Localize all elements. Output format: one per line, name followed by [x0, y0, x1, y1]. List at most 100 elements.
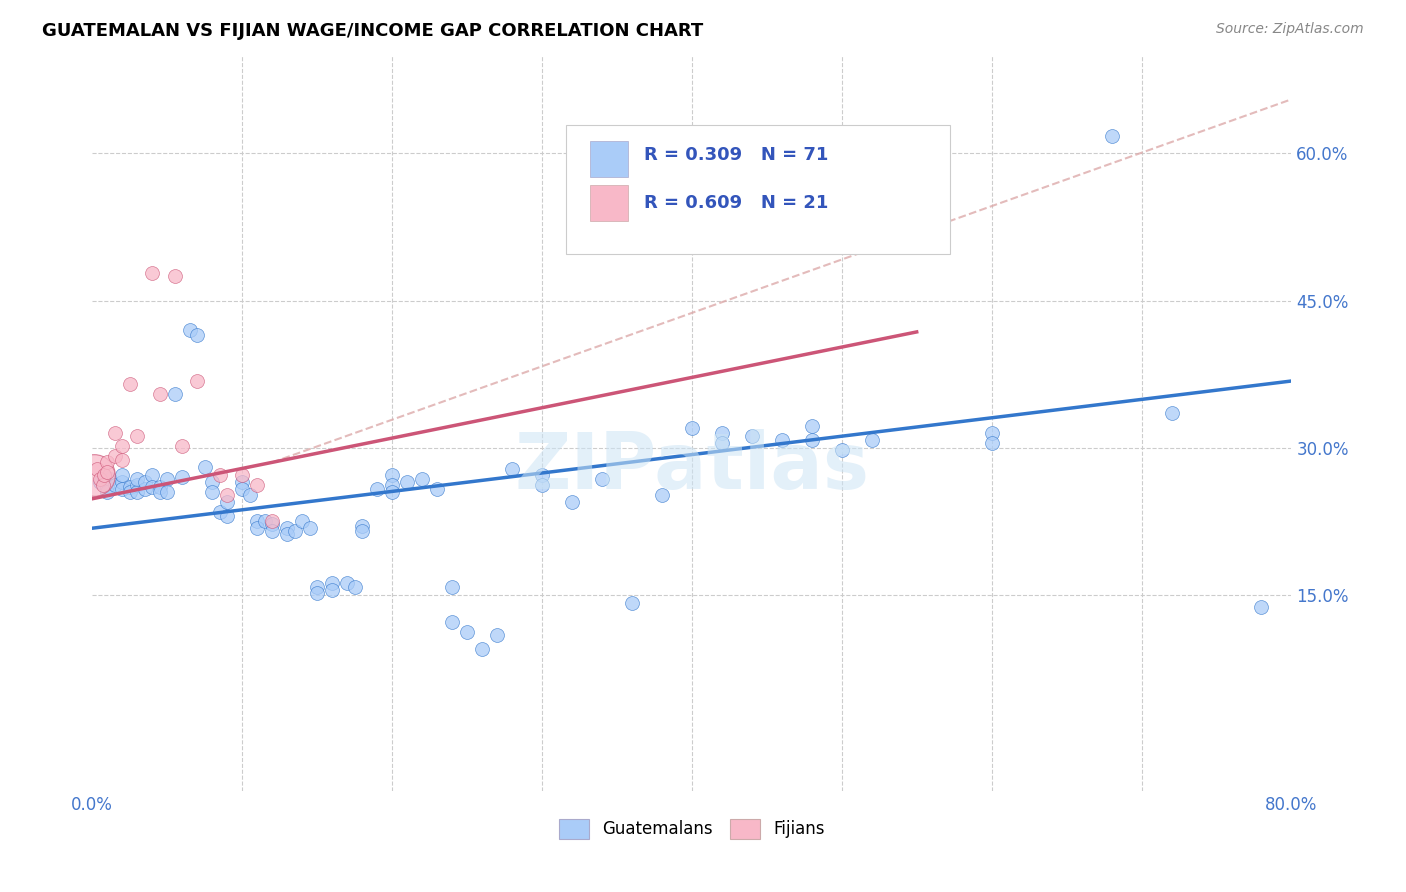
Point: [651, 488, 673, 502]
Point: [163, 268, 186, 283]
Point: [800, 419, 823, 434]
Point: [93, 470, 115, 484]
Point: [201, 475, 224, 489]
Point: [149, 484, 172, 499]
Point: [127, 429, 149, 443]
Point: [172, 439, 194, 453]
Point: [681, 421, 703, 435]
Point: [831, 442, 853, 457]
Point: [104, 425, 127, 440]
Point: [246, 514, 269, 528]
Point: [276, 527, 298, 541]
Point: [501, 462, 523, 476]
Point: [321, 583, 343, 598]
Point: [770, 433, 793, 447]
Point: [246, 521, 269, 535]
Point: [231, 482, 253, 496]
Point: [305, 580, 328, 594]
Point: [127, 472, 149, 486]
Point: [1101, 128, 1123, 143]
Point: [186, 374, 208, 388]
Point: [350, 524, 373, 538]
Point: [118, 484, 141, 499]
Point: [83, 468, 105, 483]
Point: [208, 504, 231, 518]
Point: [231, 475, 253, 489]
Point: [620, 596, 643, 610]
Point: [96, 480, 118, 494]
Point: [591, 472, 613, 486]
Point: [426, 482, 449, 496]
Point: [111, 468, 134, 483]
Point: [336, 576, 359, 591]
Point: [127, 478, 149, 492]
Point: [96, 455, 118, 469]
Point: [276, 521, 298, 535]
Point: [343, 580, 366, 594]
Point: [156, 472, 179, 486]
Point: [381, 484, 404, 499]
Point: [86, 462, 108, 476]
Point: [710, 435, 733, 450]
Text: Source: ZipAtlas.com: Source: ZipAtlas.com: [1216, 22, 1364, 37]
Point: [98, 472, 121, 486]
Point: [246, 478, 269, 492]
Point: [89, 472, 111, 486]
Text: ZIPatlas: ZIPatlas: [515, 429, 869, 506]
Point: [298, 521, 321, 535]
Point: [134, 482, 156, 496]
Point: [262, 524, 284, 538]
Point: [561, 494, 583, 508]
Point: [485, 628, 508, 642]
Point: [208, 468, 231, 483]
Point: [980, 435, 1002, 450]
Point: [456, 625, 478, 640]
Point: [217, 494, 239, 508]
Point: [1160, 406, 1182, 420]
Point: [172, 470, 194, 484]
Point: [1250, 599, 1272, 614]
Point: [262, 517, 284, 532]
Text: R = 0.309   N = 71: R = 0.309 N = 71: [644, 145, 828, 163]
Point: [141, 480, 163, 494]
Point: [350, 519, 373, 533]
Point: [134, 475, 156, 489]
Point: [194, 460, 217, 475]
Point: [96, 484, 118, 499]
Point: [163, 386, 186, 401]
Point: [321, 576, 343, 591]
FancyBboxPatch shape: [565, 125, 949, 254]
Point: [381, 468, 404, 483]
Point: [440, 615, 463, 630]
Point: [239, 488, 262, 502]
Point: [980, 425, 1002, 440]
Point: [530, 478, 553, 492]
Point: [141, 266, 163, 280]
Point: [111, 482, 134, 496]
Point: [253, 514, 276, 528]
Point: [262, 514, 284, 528]
Point: [305, 586, 328, 600]
Point: [156, 484, 179, 499]
FancyBboxPatch shape: [591, 141, 628, 177]
Point: [741, 429, 763, 443]
Point: [89, 475, 111, 489]
Legend: Guatemalans, Fijians: Guatemalans, Fijians: [553, 812, 831, 846]
FancyBboxPatch shape: [591, 186, 628, 220]
Point: [127, 484, 149, 499]
Point: [201, 484, 224, 499]
Point: [111, 475, 134, 489]
Point: [141, 468, 163, 483]
Point: [118, 480, 141, 494]
Point: [283, 524, 305, 538]
Point: [179, 323, 201, 337]
Point: [91, 478, 114, 492]
Point: [217, 488, 239, 502]
Point: [366, 482, 388, 496]
Point: [104, 478, 127, 492]
Point: [186, 327, 208, 342]
Point: [381, 478, 404, 492]
Point: [395, 475, 418, 489]
Point: [149, 480, 172, 494]
Point: [291, 514, 314, 528]
